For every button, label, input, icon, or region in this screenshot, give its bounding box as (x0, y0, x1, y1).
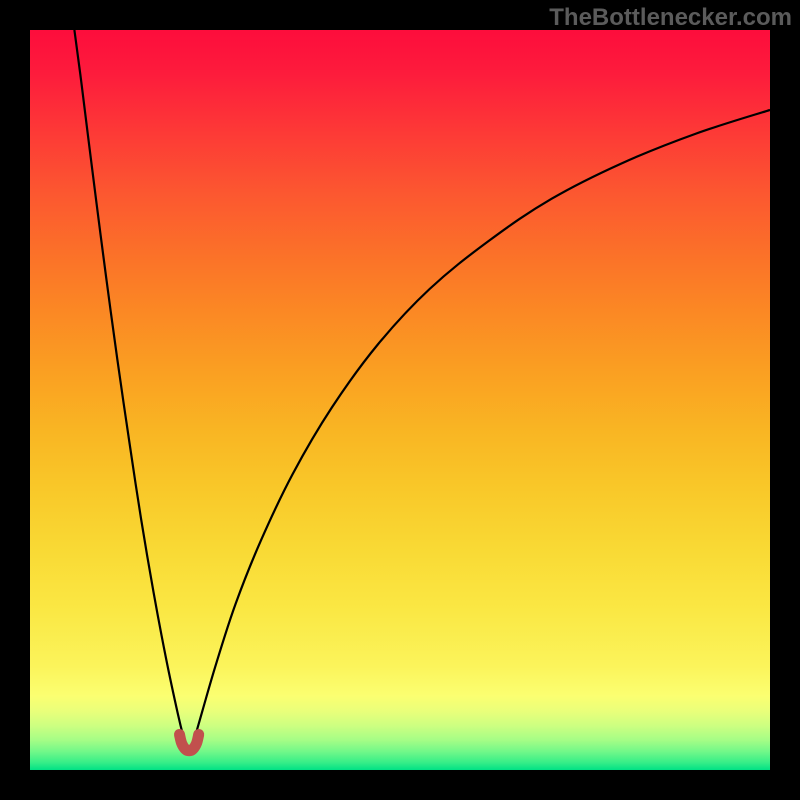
plot-frame (30, 30, 770, 770)
gradient-plot (30, 30, 770, 770)
canvas: TheBottlenecker.com (0, 0, 800, 800)
watermark-text: TheBottlenecker.com (549, 4, 792, 32)
gradient-background (30, 30, 770, 770)
